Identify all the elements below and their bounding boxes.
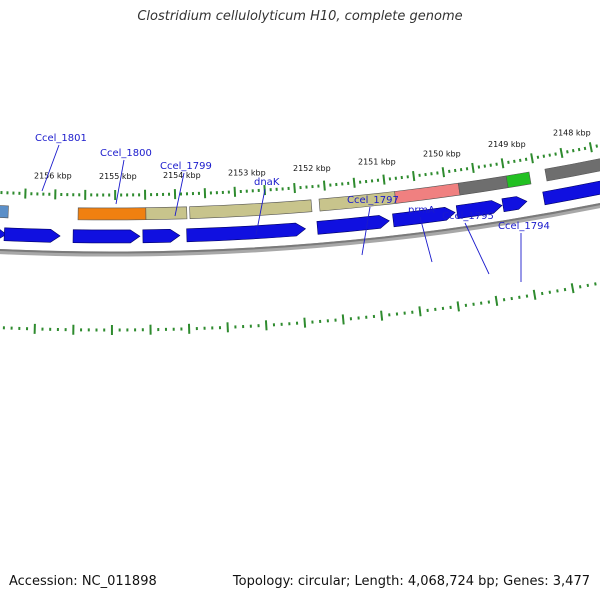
inner-tick-mark [594, 282, 597, 286]
gene-arrow [186, 222, 307, 243]
inner-tick-mark [540, 291, 544, 296]
cog-feature-band [189, 199, 313, 220]
outer-tick-mark [471, 162, 475, 174]
outer-tick-mark [548, 153, 551, 157]
outer-tick-mark [577, 147, 581, 152]
inner-tick-mark [341, 314, 345, 325]
gene-arrow [72, 229, 141, 244]
kbp-tick-label: 2152 kbp [293, 164, 331, 173]
outer-tick-mark [352, 177, 356, 188]
gene-arrow [316, 215, 390, 235]
outer-tick-mark [412, 170, 416, 182]
genome-backbone-edge [0, 202, 600, 254]
kbp-tick-label: 2153 kbp [228, 168, 266, 177]
cog-feature-band [145, 206, 188, 221]
gene-arrow [0, 229, 7, 239]
outer-tick-mark [233, 186, 237, 197]
outer-tick-mark [524, 157, 528, 161]
inner-tick-mark [548, 290, 552, 294]
gene-arrow [455, 200, 503, 219]
gene-name-label: dnaK [254, 177, 280, 188]
genome-title: Clostridium cellulolyticum H10, complete… [137, 9, 463, 24]
gene-name-label: Ccel_1794 [498, 221, 550, 232]
gene-leader-line [464, 222, 490, 275]
kbp-tick-label: 2148 kbp [553, 128, 591, 137]
kbp-tick-label: 2156 kbp [34, 171, 72, 180]
outer-tick-mark [519, 158, 522, 162]
inner-tick-mark [570, 283, 575, 294]
gene-leader-line [419, 216, 433, 263]
cog-feature-band [0, 205, 9, 219]
gene-name-label: prmA [408, 205, 435, 216]
kbp-tick-label: 2154 kbp [163, 171, 201, 180]
inner-tick-mark [563, 287, 567, 292]
inner-tick-mark [380, 310, 384, 321]
kbp-tick-label: 2151 kbp [358, 158, 396, 167]
topology-summary: Topology: circular; Length: 4,068,724 bp… [232, 574, 590, 589]
cog-feature-band [394, 182, 461, 204]
outer-tick-mark [382, 174, 386, 185]
gene-leader-line [41, 144, 60, 192]
outer-tick-mark [554, 152, 557, 156]
cog-feature-band [505, 171, 532, 189]
gene-name-label: Ccel_1800 [100, 148, 152, 159]
outer-tick-mark [559, 147, 564, 159]
outer-tick-mark [542, 154, 546, 158]
gene-name-label: Ccel_1795 [442, 211, 494, 222]
cog-feature-band [544, 158, 600, 182]
outer-tick-mark [595, 144, 599, 148]
gene-leader-line [174, 172, 185, 217]
gene-leader-line [255, 188, 266, 236]
kbp-tick-label: 2150 kbp [423, 150, 461, 159]
outer-tick-mark [571, 149, 575, 153]
gene-arrow [3, 227, 61, 243]
gene-leader-line [361, 206, 371, 256]
gene-arrow [142, 228, 181, 244]
inner-tick-mark [586, 283, 590, 288]
inner-tick-mark [578, 285, 582, 289]
outer-tick-mark [293, 182, 296, 194]
inner-tick-mark [303, 317, 307, 328]
inner-tick-mark [532, 289, 537, 300]
outer-tick-mark [322, 180, 326, 191]
inner-tick-mark [418, 306, 422, 317]
cog-feature-band [457, 175, 509, 196]
outer-tick-mark [441, 167, 446, 178]
outer-tick-mark [530, 153, 534, 164]
inner-tick-mark [264, 320, 268, 331]
outer-tick-mark [566, 150, 569, 154]
gene-arrow [542, 180, 600, 206]
gene-name-label: Ccel_1801 [35, 133, 87, 144]
gene-name-label: Ccel_1797 [347, 195, 399, 206]
gene-leader-line [115, 159, 125, 205]
inner-tick-mark [456, 301, 460, 312]
genome-backbone [0, 203, 600, 257]
gene-arrow [392, 206, 456, 228]
gene-name-label: Ccel_1799 [160, 161, 212, 172]
outer-tick-mark [588, 142, 593, 153]
inner-tick-mark [494, 295, 499, 306]
gene-arrow [501, 196, 528, 213]
kbp-tick-label: 2155 kbp [99, 172, 137, 181]
outer-tick-mark [536, 155, 540, 159]
accession-text: Accession: NC_011898 [9, 574, 157, 589]
kbp-tick-label: 2149 kbp [488, 140, 526, 149]
inner-tick-mark [556, 289, 559, 293]
cog-feature-band [77, 207, 147, 221]
outer-tick-mark [583, 146, 587, 151]
outer-tick-mark [500, 158, 505, 169]
